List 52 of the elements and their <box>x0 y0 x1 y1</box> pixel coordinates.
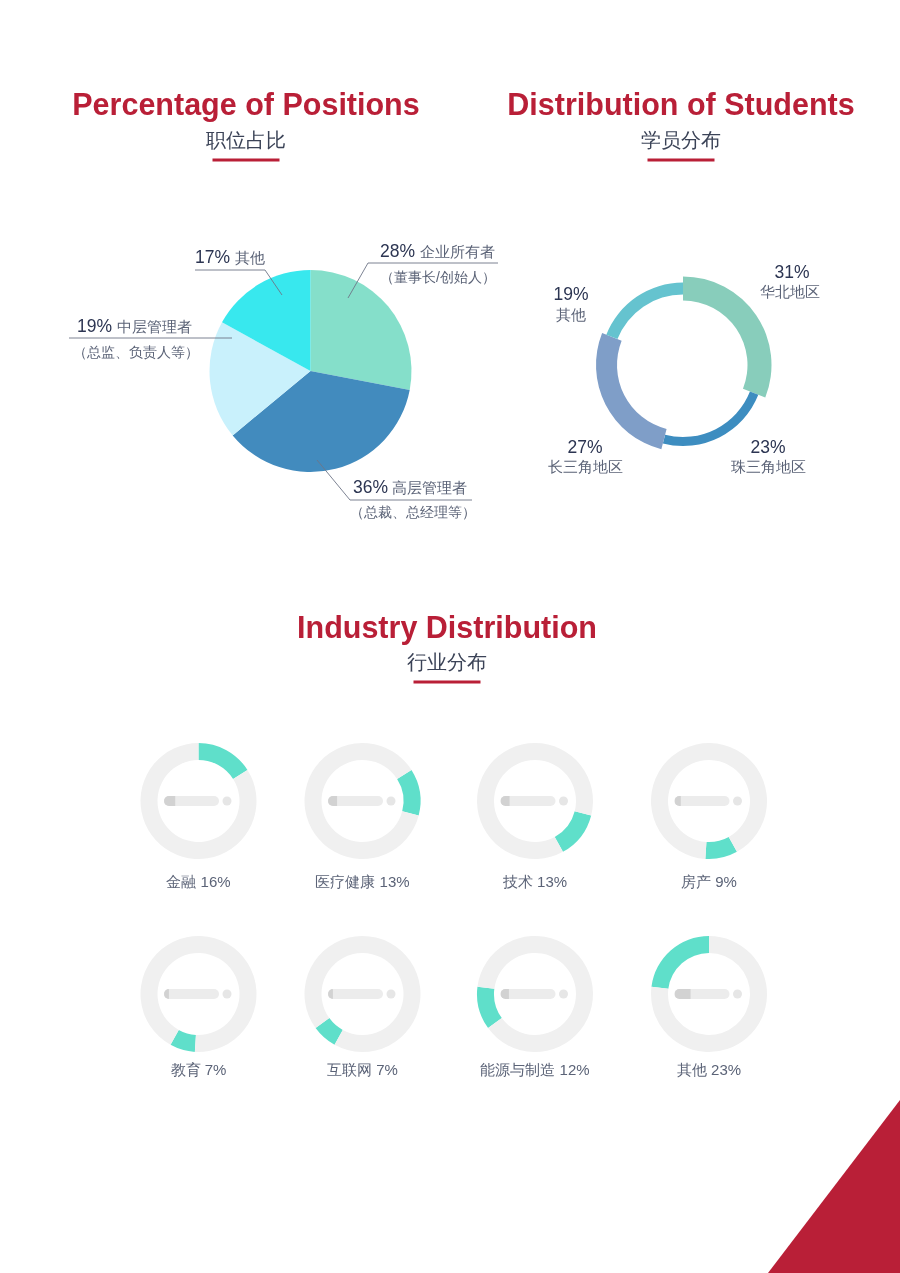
slice-label: 中层管理者 <box>117 319 192 335</box>
chart-subtitle: 职位占比 <box>206 129 286 151</box>
text: 医疗健康 13% <box>315 873 410 890</box>
slice-label: 华北地区 <box>760 284 820 300</box>
donut-slice <box>554 811 592 852</box>
data-label: 27% <box>567 437 603 457</box>
donut-slice <box>304 743 419 859</box>
data-label: 17% <box>195 247 231 267</box>
text: 能源与制造 12% <box>480 1061 590 1078</box>
slice-label: 其他 <box>556 307 586 323</box>
text: （总裁、总经理等） <box>350 504 476 520</box>
donut-slice <box>198 743 248 780</box>
data-label: 23% <box>750 437 786 457</box>
text: （董事长/创始人） <box>380 269 496 285</box>
donut-slice <box>705 836 737 859</box>
pie-slice <box>209 322 311 436</box>
data-label: 28% <box>380 241 416 261</box>
donut-slice <box>170 1029 196 1052</box>
donut-slice <box>651 936 767 1052</box>
donut-slice <box>651 743 767 859</box>
donut-slice <box>477 986 502 1029</box>
slice-label: 长三角地区 <box>547 459 623 475</box>
text: （总监、负责人等） <box>73 344 199 360</box>
donut-slice <box>651 936 709 989</box>
donut-slice <box>477 936 593 1052</box>
donut-slice <box>140 743 257 859</box>
chart-subtitle: 学员分布 <box>641 129 721 151</box>
data-label: 31% <box>774 262 810 282</box>
donut-slice <box>315 1018 343 1045</box>
slice-label: 高层管理者 <box>392 480 467 496</box>
pie-slice <box>232 371 410 472</box>
text: 其他 23% <box>676 1061 742 1078</box>
pie-slice <box>221 270 311 371</box>
data-label: 36% <box>353 477 389 497</box>
chart-title: Distribution of Students <box>507 87 855 121</box>
text: 互联网 7% <box>327 1061 398 1078</box>
chart-title: Percentage of Positions <box>72 87 420 122</box>
donut-slice <box>477 743 593 859</box>
slice-label: 企业所有者 <box>420 244 495 260</box>
donut-slice <box>304 936 421 1052</box>
text: 教育 7% <box>170 1061 227 1078</box>
donut-slice <box>140 936 257 1052</box>
data-label: 19% <box>77 316 113 336</box>
text: 金融 16% <box>166 873 231 890</box>
text: 行业分布 <box>407 651 487 673</box>
text: 房产 9% <box>681 873 737 890</box>
slice-label: 珠三角地区 <box>730 459 806 475</box>
text: Industry Distribution <box>297 610 597 645</box>
donut-slice <box>397 769 421 816</box>
data-label: 19% <box>553 284 589 304</box>
slice-label: 其他 <box>235 250 265 266</box>
text: 技术 13% <box>501 873 568 890</box>
